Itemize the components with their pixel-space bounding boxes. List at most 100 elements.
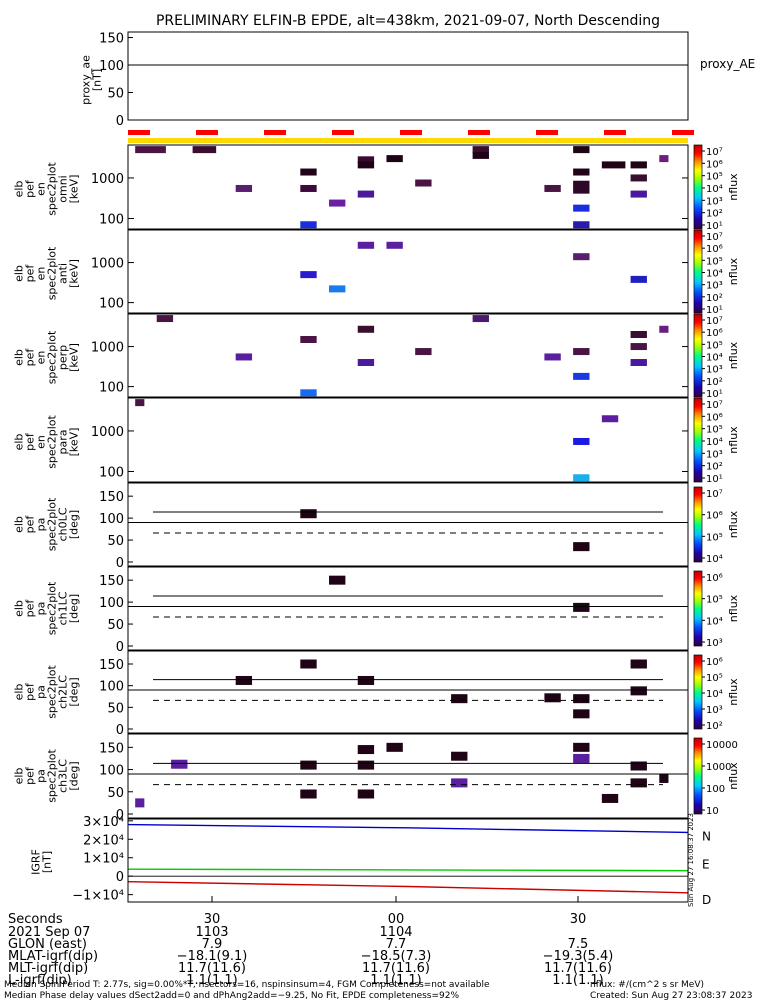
pitch-panel-1-ylabel-line: [deg] [68,594,81,623]
spectrogram-block [630,358,647,366]
footer-phase-info: Median Phase delay values dSect2add=0 an… [4,991,459,1000]
spectrogram-block [573,253,590,261]
energy-cbar-2-tick-label: 10⁶ [706,328,723,339]
spectrogram-block [329,285,346,293]
energy-panel-2-ylabel-line: elb [13,349,26,366]
half-spin-marker [672,130,694,135]
time-axis-value: 1103 [195,925,228,940]
energy-panel-0-ylabel: elbpefenspec2plotomni[keV] [13,162,81,216]
pitch-panel-2-ylabel-line: spec2plot [46,665,59,719]
energy-panel-1-ylabel-line: [keV] [68,259,81,288]
half-spin-marker [468,130,490,135]
spectrogram-block [235,184,253,192]
energy-ytick-label: 1000 [91,257,124,272]
pitch-panel-3-ylabel-line: ch3LC [57,759,70,793]
time-axis-value: 1104 [379,925,412,940]
pitch-ytick-label: 50 [107,618,124,633]
pitch-panel-3-ylabel-line: [deg] [68,761,81,790]
energy-panel-2-ylabel-line: [keV] [68,343,81,372]
proxy-ae-ytick-label: 150 [99,32,124,47]
energy-cbar-0-tick-label: 10⁴ [706,184,723,195]
energy-cbar-1-tick-label: 10⁶ [706,244,723,255]
igrf-timestamp: Sun Aug 27 16:08:37 2023 [687,813,695,907]
energy-ytick-label: 100 [99,297,124,312]
pitch-cbar-0-tick-label: 10⁶ [706,511,723,522]
energy-cbar-0-tick-label: 10³ [706,196,723,207]
energy-cbar-0 [693,144,703,230]
pitch-panel-1-ylabel-line: pa [35,602,48,616]
half-spin-marker [604,130,626,135]
energy-cbar-0-tick-label: 10² [706,209,723,220]
spectrogram-block [630,330,647,338]
pitch-angle-block [135,798,145,808]
pitch-panel-1-ylabel: elbpefpaspec2plotch1LC[deg] [13,581,81,635]
panel-layer [127,31,705,903]
energy-ytick-label: 1000 [91,341,124,356]
pitch-panel-0-ylabel-line: pef [24,515,37,534]
pitch-cbar-0-tick-label: 10⁵ [706,532,723,543]
spectrogram-block [659,155,669,163]
igrf-ytick-label: 0 [116,870,124,885]
energy-cbar-3-tick-label: 10⁷ [706,400,723,411]
spectrogram-block [300,271,317,279]
igrf-ylabel-line: [nT] [41,851,54,873]
pitch-ytick-label: 150 [99,490,124,505]
energy-cbar-2 [693,313,703,398]
pitch-ytick-label: 100 [99,680,124,695]
spectrogram-block [659,325,669,333]
pitch-cbar-0-tick-label: 10⁴ [706,554,723,565]
energy-cbar-3 [693,397,703,483]
pitch-panel-0-ylabel: elbpefpaspec2plotch0LC[deg] [13,497,81,551]
proxy-ae-ylabel-line: proxy_ae [80,55,93,105]
proxy-ae-ytick-label: 100 [99,59,124,74]
energy-panel-0-ylabel-line: en [35,182,48,196]
pitch-angle-block [300,509,317,519]
pitch-angle-block [630,778,647,788]
spectrogram-block [573,372,590,380]
pitch-ytick-label: 100 [99,596,124,611]
pitch-cbar-2-tick-label: 10⁵ [706,673,723,684]
energy-cbar-0-tick-label: 10⁶ [706,159,723,170]
time-axis-value: −18.1(9.1) [177,949,248,964]
proxy-ae-ylabel-line: [nT] [91,69,104,91]
energy-panel-3-ylabel-line: para [57,430,70,455]
pitch-angle-block [451,778,468,788]
pitch-angle-block [171,759,188,769]
spectrogram-block [630,174,647,182]
time-axis-value: 1.1(1.1) [552,973,604,988]
pitch-panel-1-ylabel-line: pef [24,599,37,618]
pitch-cbar-3 [693,737,703,815]
pitch-panel-2-ylabel-line: ch2LC [57,675,70,709]
time-axis-value: −19.3(5.4) [543,949,614,964]
spectrogram-block [156,315,174,323]
time-axis-row-label: MLT-igrf(dip) [8,961,88,976]
pitch-panel-3-ylabel-line: spec2plot [46,749,59,803]
spectrogram-block [357,190,375,198]
pitch-angle-block [573,753,590,763]
pitch-angle-block [573,602,590,612]
spectrogram-block [357,161,375,169]
spectrogram-block [573,168,590,176]
pitch-angle-block [630,761,647,771]
pitch-cbar-1 [693,570,703,647]
energy-cbar-1-tick-label: 10¹ [706,305,723,316]
pitch-angle-block [573,694,590,704]
plot-title: PRELIMINARY ELFIN-B EPDE, alt=438km, 202… [156,13,660,29]
energy-cbar-0-tick-label: 10⁵ [706,172,723,183]
proxy-ae-ylabel-text: proxy_ae[nT] [80,55,104,105]
pitch-angle-block [357,745,375,755]
pitch-panel-1-ylabel-line: ch1LC [57,591,70,625]
pitch-angle-block [573,542,590,552]
energy-panel-3-ylabel-text: elbpefenspec2plotpara[keV] [13,415,81,469]
energy-cbar-2-tick-label: 10⁴ [706,353,723,364]
pitch-angle-block [601,793,619,803]
spectrogram-block [472,146,489,154]
igrf-ylabel-line: IGRF [30,849,43,875]
pitch-panel-2-ylabel-line: pa [35,685,48,699]
pitch-cbar-2-tick-label: 10⁴ [706,689,723,700]
spectrogram-block [300,184,317,192]
igrf-ytick-label: 2×10⁴ [83,833,124,848]
energy-cbar-2-tick-label: 10² [706,377,723,388]
pitch-angle-block [357,675,375,685]
